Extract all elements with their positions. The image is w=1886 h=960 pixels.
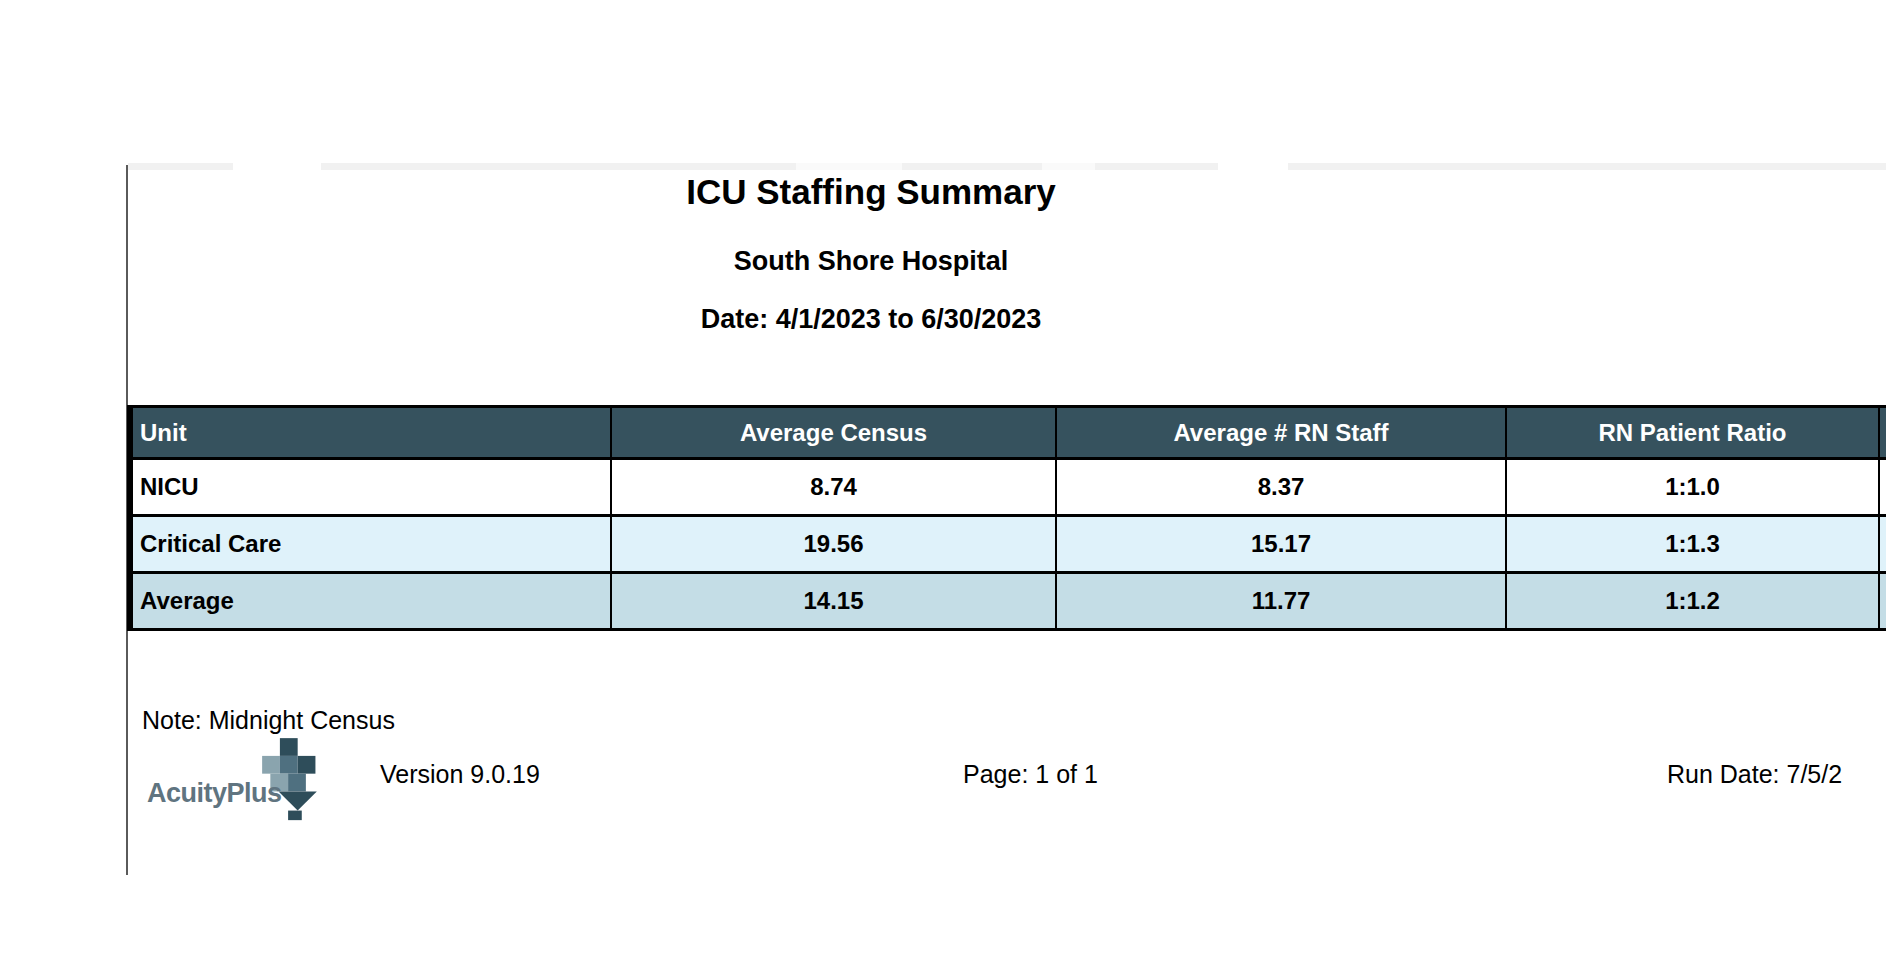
acuityplus-logo-text: AcuityPlus [147, 778, 282, 809]
column-header-average-rn-staff: Average # RN Staff [1056, 407, 1506, 459]
cell-cutoff [1879, 573, 1886, 630]
cell-rn-patient-ratio: 1:1.2 [1506, 573, 1879, 630]
column-header-cutoff [1879, 407, 1886, 459]
date-range: Date: 4/1/2023 to 6/30/2023 [127, 304, 1615, 335]
table-row: Critical Care 19.56 15.17 1:1.3 [130, 516, 1886, 573]
cell-cutoff [1879, 459, 1886, 516]
cell-unit: NICU [130, 459, 611, 516]
table-row: NICU 8.74 8.37 1:1.0 [130, 459, 1886, 516]
hospital-name: South Shore Hospital [127, 246, 1615, 277]
acuityplus-logo: AcuityPlus [147, 738, 332, 823]
cell-rn-patient-ratio: 1:1.0 [1506, 459, 1879, 516]
column-header-unit: Unit [130, 407, 611, 459]
cell-average-census: 19.56 [611, 516, 1056, 573]
page-number-text: Page: 1 of 1 [963, 760, 1098, 789]
cell-average-census: 8.74 [611, 459, 1056, 516]
table-header-row: Unit Average Census Average # RN Staff R… [130, 407, 1886, 459]
cell-average-rn-staff: 15.17 [1056, 516, 1506, 573]
cell-unit: Average [130, 573, 611, 630]
staffing-summary-table: Unit Average Census Average # RN Staff R… [127, 405, 1886, 631]
page-title: ICU Staffing Summary [127, 174, 1615, 209]
cell-average-census: 14.15 [611, 573, 1056, 630]
column-header-average-census: Average Census [611, 407, 1056, 459]
cell-cutoff [1879, 516, 1886, 573]
page-top-edge [128, 163, 1886, 170]
cell-rn-patient-ratio: 1:1.3 [1506, 516, 1879, 573]
run-date-text: Run Date: 7/5/2 [1667, 760, 1842, 789]
version-text: Version 9.0.19 [380, 760, 540, 789]
table-row: Average 14.15 11.77 1:1.2 [130, 573, 1886, 630]
cell-average-rn-staff: 8.37 [1056, 459, 1506, 516]
cell-average-rn-staff: 11.77 [1056, 573, 1506, 630]
cell-unit: Critical Care [130, 516, 611, 573]
note-text: Note: Midnight Census [142, 706, 395, 735]
report-header: ICU Staffing Summary South Shore Hospita… [127, 174, 1615, 335]
column-header-rn-patient-ratio: RN Patient Ratio [1506, 407, 1879, 459]
